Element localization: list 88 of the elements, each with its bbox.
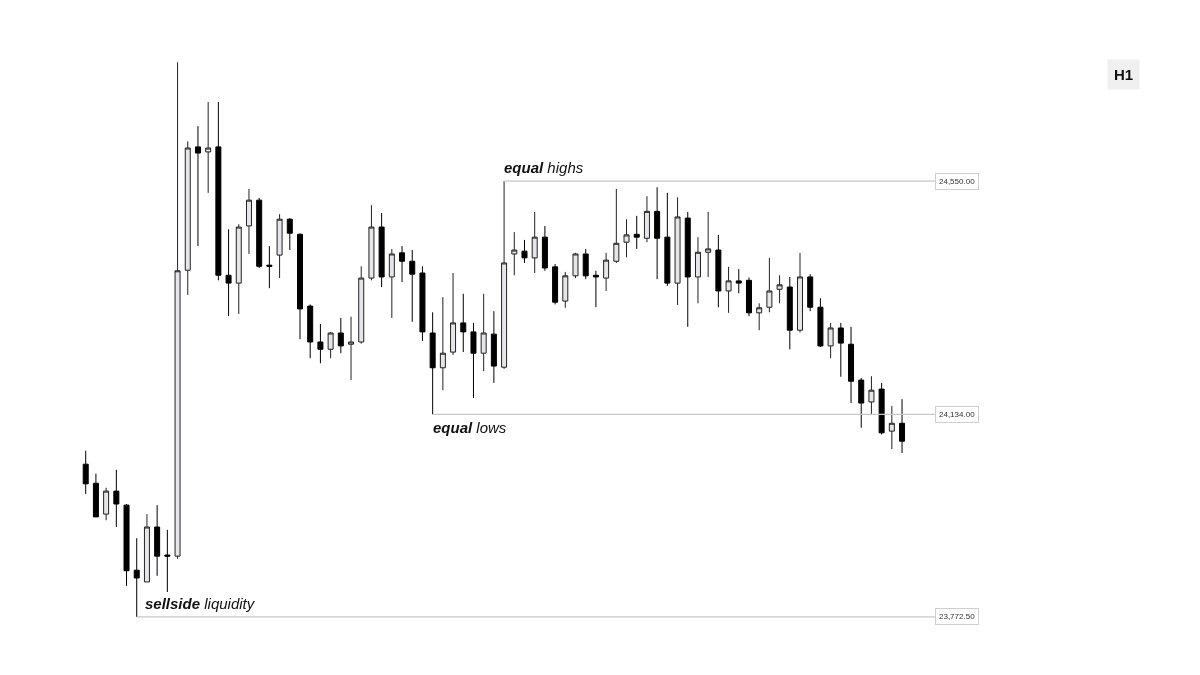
candlestick xyxy=(307,303,314,359)
candlestick xyxy=(368,204,375,281)
candlestick xyxy=(164,529,171,593)
candlestick xyxy=(664,192,671,287)
candlestick xyxy=(643,195,650,243)
candlestick xyxy=(735,268,742,294)
candlestick xyxy=(194,125,201,247)
candlestick xyxy=(103,487,110,521)
candlestick xyxy=(888,405,895,450)
candlestick xyxy=(266,245,273,289)
annotation: equal highs xyxy=(504,159,584,176)
candlestick xyxy=(572,252,579,279)
candlestick xyxy=(133,537,140,618)
candlestick xyxy=(633,215,640,250)
ref-line-label: 24,134.00 xyxy=(939,410,976,419)
candlestick xyxy=(113,469,120,528)
candlestick xyxy=(439,296,446,391)
candlestick xyxy=(501,180,508,370)
candlestick xyxy=(470,322,477,399)
candlestick xyxy=(154,504,161,577)
candlestick xyxy=(174,61,181,560)
candlestick xyxy=(797,252,803,333)
candlestick xyxy=(878,382,885,435)
candlestick xyxy=(603,252,610,292)
candlestick xyxy=(745,277,752,317)
candlestick xyxy=(205,101,212,194)
candlestick xyxy=(582,248,589,280)
candlestick xyxy=(899,398,906,454)
candlestick xyxy=(297,232,303,340)
candlestick xyxy=(276,213,283,279)
candlestick xyxy=(623,218,630,258)
candlestick xyxy=(450,272,457,356)
candlestick xyxy=(358,265,365,345)
candlestick xyxy=(807,273,814,312)
candlestick xyxy=(388,248,395,319)
candlestick xyxy=(399,245,406,283)
text: H1 xyxy=(1114,66,1134,83)
candlestick xyxy=(184,140,191,296)
candlestick xyxy=(327,331,334,359)
candlestick xyxy=(123,503,130,587)
candlestick xyxy=(511,231,518,276)
candlestick xyxy=(837,322,844,378)
candlestick xyxy=(756,302,763,331)
candlestick xyxy=(235,223,242,315)
candlestick xyxy=(143,513,150,583)
candlestick xyxy=(705,211,712,278)
annotation: equal lows xyxy=(433,419,507,436)
annotation: sellside liquidity xyxy=(145,595,256,612)
candlestick xyxy=(256,197,263,269)
candlestick xyxy=(480,293,487,372)
candlestick xyxy=(225,228,232,317)
candlestick xyxy=(92,473,99,518)
candlestick xyxy=(817,297,824,348)
candlestick xyxy=(348,316,355,381)
candlestick xyxy=(521,239,528,264)
ref-line-label: 23,772.50 xyxy=(939,612,976,621)
candlestick xyxy=(868,375,875,415)
candlestick xyxy=(378,212,385,288)
candlestick xyxy=(592,270,599,308)
candlestick xyxy=(562,271,569,309)
candlestick xyxy=(490,310,497,384)
candlestick xyxy=(460,293,467,353)
candlestick xyxy=(531,211,538,274)
candlestick xyxy=(552,263,559,305)
candlestick xyxy=(684,211,691,328)
candlestick xyxy=(694,236,701,304)
candlestick xyxy=(725,266,732,314)
candlestick xyxy=(541,225,548,272)
candlestick xyxy=(613,188,620,264)
candlestick xyxy=(429,311,436,415)
ref-line-label: 24,550.00 xyxy=(939,177,976,186)
candlestick xyxy=(766,257,773,313)
candlestick xyxy=(776,274,783,304)
candlestick xyxy=(337,317,344,354)
candlestick xyxy=(674,196,681,306)
candlestick xyxy=(286,217,293,251)
candlestick xyxy=(858,377,865,429)
candlestick xyxy=(715,234,722,308)
candlestick xyxy=(654,186,661,280)
candlestick xyxy=(317,323,324,364)
candlestick xyxy=(419,265,426,342)
candlestick xyxy=(848,326,855,404)
candlestick xyxy=(245,188,252,255)
candlestick xyxy=(215,101,222,281)
candlestick xyxy=(786,276,793,350)
candlestick xyxy=(827,322,834,359)
candlestick xyxy=(82,450,89,495)
candlestick xyxy=(409,249,416,323)
